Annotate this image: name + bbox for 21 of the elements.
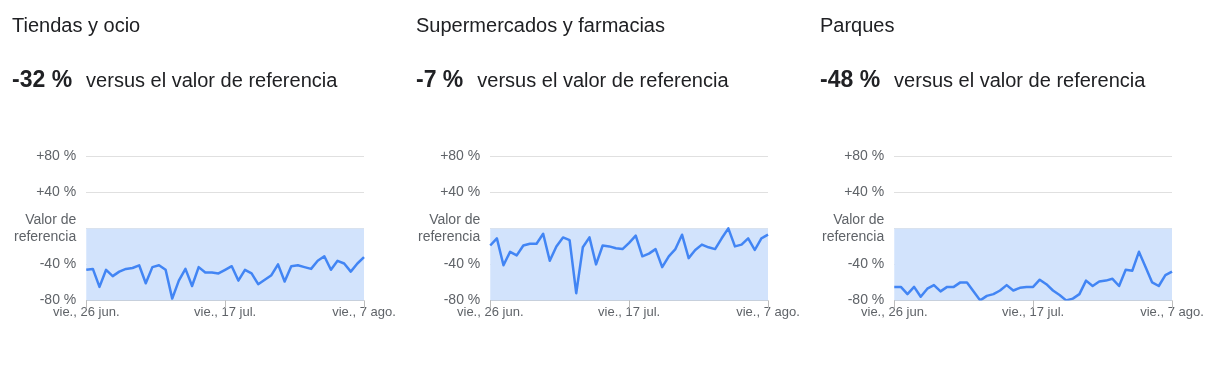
y-tick-label: Valor de referencia xyxy=(417,210,481,244)
chart-subtitle: -48 % versus el valor de referencia xyxy=(820,66,1146,92)
x-tick-label: vie., 17 jul. xyxy=(598,303,661,319)
chart-subtitle: -32 % versus el valor de referencia xyxy=(12,66,338,92)
x-tick-label: vie., 17 jul. xyxy=(194,303,257,319)
chart-title: Parques xyxy=(820,14,895,37)
y-tick-label: -40 % xyxy=(39,255,77,272)
y-tick-label: -40 % xyxy=(443,255,481,272)
chart-title: Supermercados y farmacias xyxy=(416,14,665,37)
y-tick-label: +40 % xyxy=(844,183,885,200)
y-tick-label: +80 % xyxy=(440,147,481,164)
y-tick-label: Valor de referencia xyxy=(13,210,77,244)
y-tick-label: Valor de referencia xyxy=(821,210,885,244)
y-tick-label: +80 % xyxy=(36,147,77,164)
y-tick-label: +40 % xyxy=(440,183,481,200)
y-tick-label: -40 % xyxy=(847,255,885,272)
chart-subtitle: -7 % versus el valor de referencia xyxy=(416,66,729,92)
chart-title: Tiendas y ocio xyxy=(12,14,141,37)
y-tick-label: +80 % xyxy=(844,147,885,164)
x-tick-label: vie., 17 jul. xyxy=(1002,303,1065,319)
y-tick-label: +40 % xyxy=(36,183,77,200)
